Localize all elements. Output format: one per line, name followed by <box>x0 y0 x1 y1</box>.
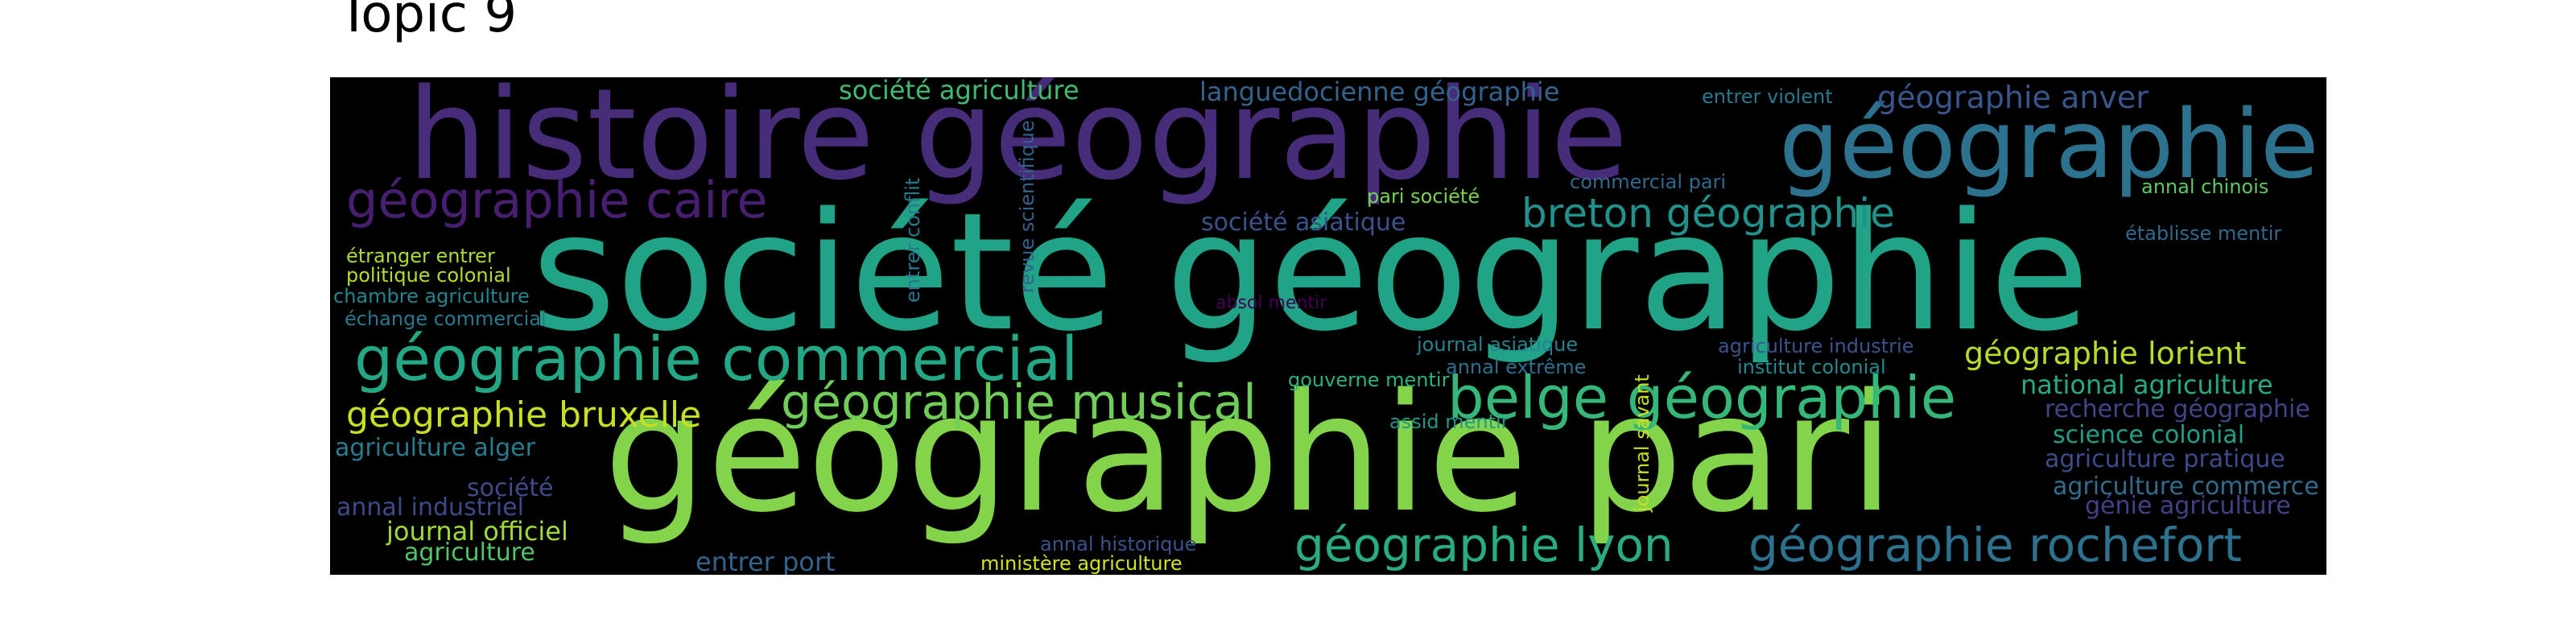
word-societe-geographie: société géographie <box>531 177 2090 367</box>
word-commercial-pari: commercial pari <box>1570 171 1727 193</box>
word-geographie-musical: géographie musical <box>781 374 1257 431</box>
word-histoire-geographie: histoire géographie <box>407 77 1629 208</box>
word-chambre-agriculture: chambre agriculture <box>333 285 530 308</box>
word-journal-officiel: journal officiel <box>386 516 568 547</box>
word-absol-mentir: absol mentir <box>1216 293 1327 313</box>
word-recherche-geographie: recherche géographie <box>2045 395 2310 423</box>
word-geographie-pari: géographie pari <box>604 358 1895 548</box>
word-societe-agriculture: société agriculture <box>839 77 1080 105</box>
word-agriculture: agriculture <box>404 539 535 567</box>
word-societe-small: société <box>467 474 554 502</box>
word-national-agriculture: national agriculture <box>2021 369 2273 400</box>
word-geographie-anver: géographie anver <box>1877 80 2149 115</box>
chart-title: Topic 9 <box>338 0 518 44</box>
word-institut-colonial: institut colonial <box>1737 356 1886 378</box>
word-science-colonial: science colonial <box>2053 421 2245 449</box>
word-genie-agriculture: génie agriculture <box>2085 492 2291 520</box>
word-geographie-lyon: géographie lyon <box>1294 518 1674 572</box>
word-geographie-commercial: géographie commercial <box>354 323 1079 394</box>
word-ministere-agriculture: ministère agriculture <box>980 552 1183 575</box>
word-agriculture-pratique: agriculture pratique <box>2045 445 2285 473</box>
word-agriculture-commerce: agriculture commerce <box>2053 473 2319 501</box>
word-journal-savant: journal savant <box>1631 374 1653 512</box>
word-societe-asiatique: société asiatique <box>1201 208 1406 237</box>
word-agriculture-industrie: agriculture industrie <box>1718 335 1914 357</box>
word-geographie-top-right: géographie <box>1779 89 2319 200</box>
word-journal-asiatique: journal asiatique <box>1417 333 1579 356</box>
word-geographie-lorient: géographie lorient <box>1964 336 2247 371</box>
word-entrer-violent: entrer violent <box>1702 85 1833 108</box>
word-breton-geographie: breton géographie <box>1521 190 1895 237</box>
word-belge-geographie: belge géographie <box>1447 364 1957 431</box>
word-languedocienne-geographie: languedocienne géographie <box>1199 77 1560 107</box>
word-entrer-conflit: entrer conflit <box>902 177 924 303</box>
word-annal-chinois: annal chinois <box>2141 175 2269 198</box>
word-revue-scientifique: revue scientifique <box>1016 120 1038 293</box>
word-etablisse-mentir: établisse mentir <box>2125 222 2282 245</box>
word-annal-industriel: annal industriel <box>336 493 524 522</box>
word-agriculture-alger: agriculture alger <box>335 434 535 462</box>
word-echange-commercial: échange commercial <box>345 308 547 330</box>
word-geographie-bruxelle: géographie bruxelle <box>346 394 702 436</box>
word-pari-societe: pari société <box>1367 185 1480 208</box>
word-cloud: histoire géographie géographie société g… <box>330 77 2326 575</box>
word-etranger-entrer: étranger entrer <box>346 245 495 267</box>
word-gouverne-mentir: gouverne mentir <box>1288 369 1450 391</box>
word-entrer-port: entrer port <box>696 547 836 575</box>
word-annal-historique: annal historique <box>1040 533 1197 555</box>
word-geographie-rochefort: géographie rochefort <box>1748 518 2242 572</box>
word-geographie-caire: géographie caire <box>346 171 768 229</box>
word-assid-mentir: assid mentir <box>1389 411 1509 433</box>
word-annal-extreme: annal extrême <box>1446 356 1587 378</box>
word-politique-colonial: politique colonial <box>346 264 511 287</box>
